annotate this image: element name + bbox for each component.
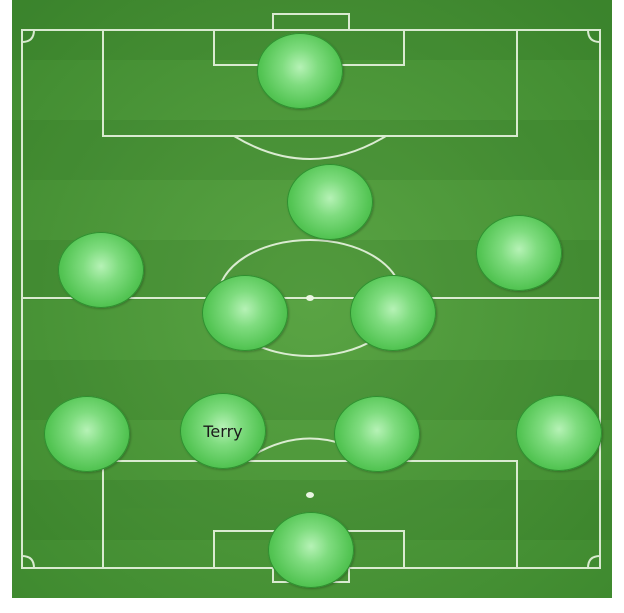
player-slot-9[interactable] xyxy=(334,396,420,472)
player-slot-8[interactable]: Terry xyxy=(180,393,266,469)
player-slot-2[interactable] xyxy=(287,164,373,240)
player-slot-5[interactable] xyxy=(202,275,288,351)
football-pitch: Terry xyxy=(12,0,612,598)
player-name: Terry xyxy=(203,421,243,441)
player-slot-7[interactable] xyxy=(44,396,130,472)
player-slot-6[interactable] xyxy=(350,275,436,351)
player-slot-3[interactable] xyxy=(58,232,144,308)
player-slot-10[interactable] xyxy=(516,395,602,471)
player-slot-4[interactable] xyxy=(476,215,562,291)
player-slot-1[interactable] xyxy=(257,33,343,109)
player-slot-11[interactable] xyxy=(268,512,354,588)
